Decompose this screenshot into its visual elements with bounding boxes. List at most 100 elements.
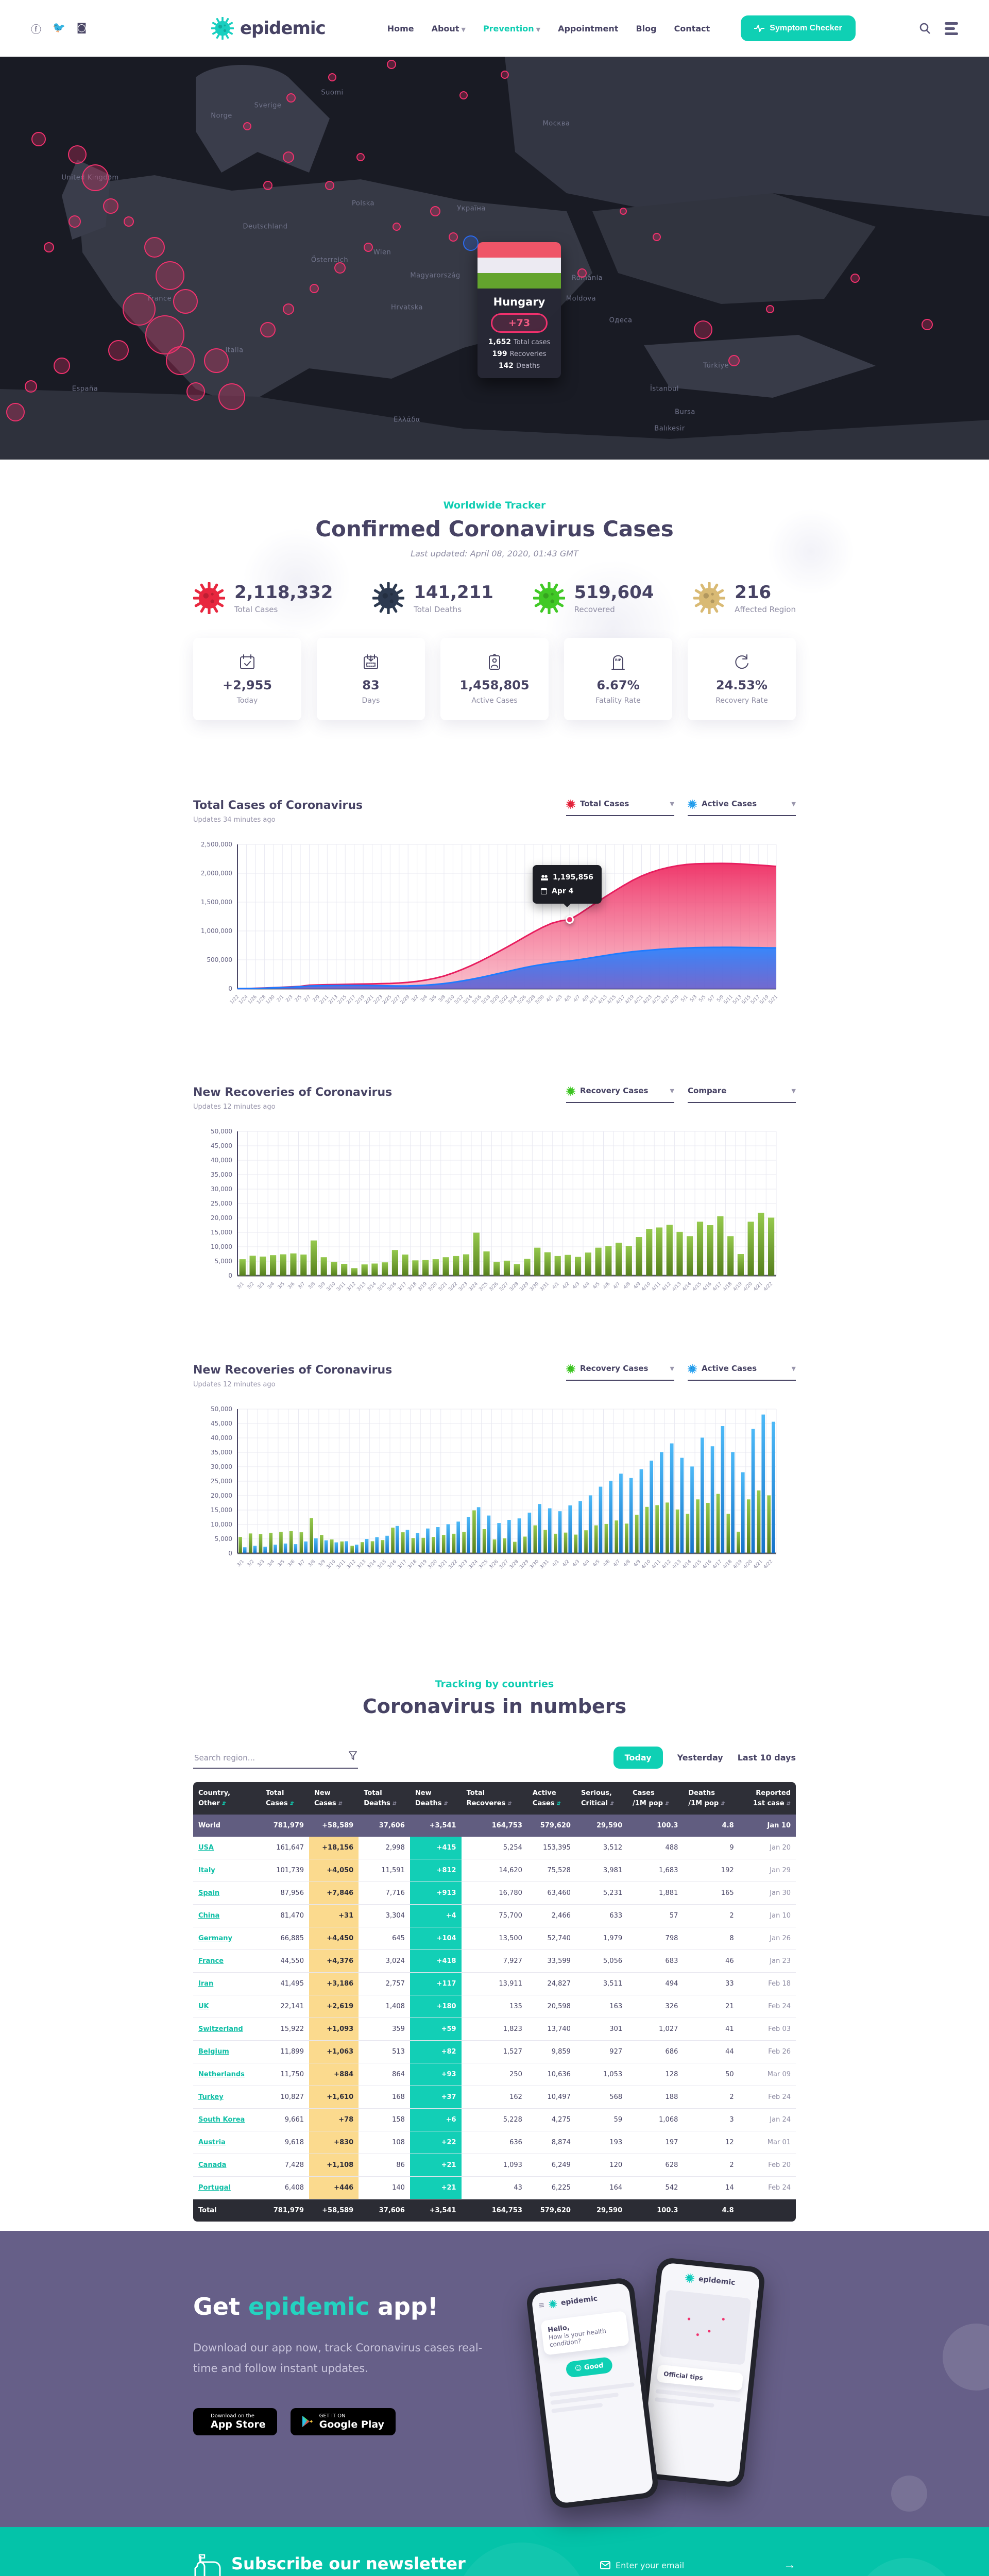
column-header[interactable]: Total Recoveres ⇵ xyxy=(461,1782,527,1815)
column-header[interactable]: Total Cases ⇵ xyxy=(260,1782,309,1815)
selected-country-marker[interactable] xyxy=(463,235,479,251)
country-link[interactable]: Italy xyxy=(198,1867,215,1874)
search-region-input[interactable] xyxy=(193,1749,358,1769)
outbreak-marker[interactable] xyxy=(653,233,661,241)
outbreak-marker[interactable] xyxy=(124,216,134,227)
nav-prevention[interactable]: Prevention ▼ xyxy=(483,23,541,33)
newsletter-submit-button[interactable]: → xyxy=(783,2558,796,2572)
country-link[interactable]: France xyxy=(198,1957,224,1965)
column-header[interactable]: Active Cases ⇵ xyxy=(527,1782,576,1815)
country-link[interactable]: Portugal xyxy=(198,2184,231,2192)
instagram-icon[interactable]: ◙ xyxy=(76,21,87,33)
outbreak-marker[interactable] xyxy=(286,93,296,103)
outbreak-marker[interactable] xyxy=(166,346,195,375)
world-map[interactable]: United Kingdom Norge Sverige Suomi Polska Deu… xyxy=(0,57,989,460)
country-link[interactable]: Austria xyxy=(198,2139,226,2146)
logo[interactable]: epidemic xyxy=(211,16,326,40)
country-link[interactable]: China xyxy=(198,1912,220,1920)
country-link[interactable]: USA xyxy=(198,1844,214,1852)
column-header[interactable]: Deaths/1M pop ⇵ xyxy=(683,1782,739,1815)
outbreak-marker[interactable] xyxy=(25,380,37,393)
filter-icon[interactable] xyxy=(348,1751,357,1762)
outbreak-marker[interactable] xyxy=(31,132,46,146)
outbreak-marker[interactable] xyxy=(54,358,70,374)
tab-today[interactable]: Today xyxy=(613,1747,663,1769)
outbreak-marker[interactable] xyxy=(243,122,251,130)
country-link[interactable]: Switzerland xyxy=(198,2025,243,2033)
legend-recovery-cases-dropdown[interactable]: Recovery Cases ▼ xyxy=(566,1086,674,1103)
column-header[interactable]: Total Deaths ⇵ xyxy=(359,1782,410,1815)
outbreak-marker[interactable] xyxy=(310,284,319,293)
tab-yesterday[interactable]: Yesterday xyxy=(677,1753,723,1762)
country-link[interactable]: Belgium xyxy=(198,2048,229,2056)
search-icon[interactable] xyxy=(919,22,931,35)
outbreak-marker[interactable] xyxy=(449,232,458,242)
outbreak-marker[interactable] xyxy=(69,215,81,228)
country-link[interactable]: Turkey xyxy=(198,2093,224,2101)
outbreak-marker[interactable] xyxy=(44,242,54,252)
column-header[interactable]: Reported 1st case ⇵ xyxy=(739,1782,796,1815)
symptom-checker-button[interactable]: Symptom Checker xyxy=(741,15,856,41)
outbreak-marker[interactable] xyxy=(356,153,365,161)
column-header[interactable]: Country, Other ⇵ xyxy=(193,1782,261,1815)
outbreak-marker[interactable] xyxy=(68,145,87,164)
outbreak-marker[interactable] xyxy=(501,71,509,79)
facebook-icon[interactable]: ⓕ xyxy=(31,23,41,36)
outbreak-marker[interactable] xyxy=(325,181,334,190)
column-header[interactable]: New Cases ⇵ xyxy=(309,1782,359,1815)
legend-recovery-cases-dropdown[interactable]: Recovery Cases ▼ xyxy=(566,1364,674,1381)
country-link[interactable]: Germany xyxy=(198,1935,232,1942)
nav-blog[interactable]: Blog xyxy=(636,23,657,33)
outbreak-marker[interactable] xyxy=(393,223,401,231)
nav-about[interactable]: About ▼ xyxy=(431,23,466,33)
twitter-icon[interactable]: 🐦 xyxy=(53,21,65,33)
total-cases-area-chart[interactable]: 0 500,000 1,000,000 1,500,000 2,000,000 2,500… xyxy=(193,837,796,1020)
outbreak-marker[interactable] xyxy=(334,262,346,274)
legend-active-cases-dropdown[interactable]: Active Cases ▼ xyxy=(687,1364,796,1381)
legend-active-cases-dropdown[interactable]: Active Cases ▼ xyxy=(687,799,796,816)
outbreak-marker[interactable] xyxy=(328,73,336,81)
legend-total-cases-dropdown[interactable]: Total Cases ▼ xyxy=(566,799,674,816)
nav-appointment[interactable]: Appointment xyxy=(558,23,619,33)
country-link[interactable]: Iran xyxy=(198,1980,214,1988)
outbreak-marker[interactable] xyxy=(922,319,933,330)
column-header[interactable]: Serious, Critical ⇵ xyxy=(575,1782,628,1815)
outbreak-marker[interactable] xyxy=(283,303,294,315)
outbreak-marker[interactable] xyxy=(430,206,440,216)
email-input[interactable] xyxy=(616,2560,783,2570)
nav-home[interactable]: Home xyxy=(387,23,414,33)
outbreak-marker[interactable] xyxy=(173,289,198,314)
outbreak-marker[interactable] xyxy=(283,151,294,163)
column-header[interactable]: New Deaths ⇵ xyxy=(410,1782,462,1815)
outbreak-marker[interactable] xyxy=(204,348,229,373)
outbreak-marker[interactable] xyxy=(766,305,774,313)
recoveries-active-grouped-bar-chart[interactable]: 0 5,000 10,000 15,000 20,000 25,000 30,000 35,0… xyxy=(193,1402,796,1584)
country-link[interactable]: Canada xyxy=(198,2161,227,2169)
legend-compare-dropdown[interactable]: Compare ▼ xyxy=(688,1086,796,1103)
outbreak-marker[interactable] xyxy=(459,91,468,99)
outbreak-marker[interactable] xyxy=(387,60,396,69)
country-link[interactable]: Spain xyxy=(198,1889,220,1897)
menu-icon[interactable] xyxy=(945,22,958,35)
country-link[interactable]: Netherlands xyxy=(198,2071,245,2078)
outbreak-marker[interactable] xyxy=(728,355,740,366)
recoveries-bar-chart[interactable]: 0 5,000 10,000 15,000 20,000 25,000 30,000 35,0… xyxy=(193,1124,796,1307)
column-header[interactable]: Cases/1M pop ⇵ xyxy=(627,1782,684,1815)
outbreak-marker[interactable] xyxy=(144,237,165,258)
country-link[interactable]: UK xyxy=(198,2003,209,2010)
nav-contact[interactable]: Contact xyxy=(674,23,710,33)
outbreak-marker[interactable] xyxy=(263,181,272,190)
outbreak-marker[interactable] xyxy=(82,164,109,191)
outbreak-marker[interactable] xyxy=(850,274,860,283)
outbreak-marker[interactable] xyxy=(260,322,276,337)
outbreak-marker[interactable] xyxy=(364,243,373,252)
outbreak-marker[interactable] xyxy=(218,383,245,410)
outbreak-marker[interactable] xyxy=(620,208,627,215)
outbreak-marker[interactable] xyxy=(103,198,118,214)
outbreak-marker[interactable] xyxy=(186,382,205,401)
outbreak-marker[interactable] xyxy=(123,293,156,326)
outbreak-marker[interactable] xyxy=(6,403,25,421)
outbreak-marker[interactable] xyxy=(108,340,129,361)
outbreak-marker[interactable] xyxy=(577,268,587,278)
app-store-button[interactable]: Download on the App Store xyxy=(193,2408,277,2435)
